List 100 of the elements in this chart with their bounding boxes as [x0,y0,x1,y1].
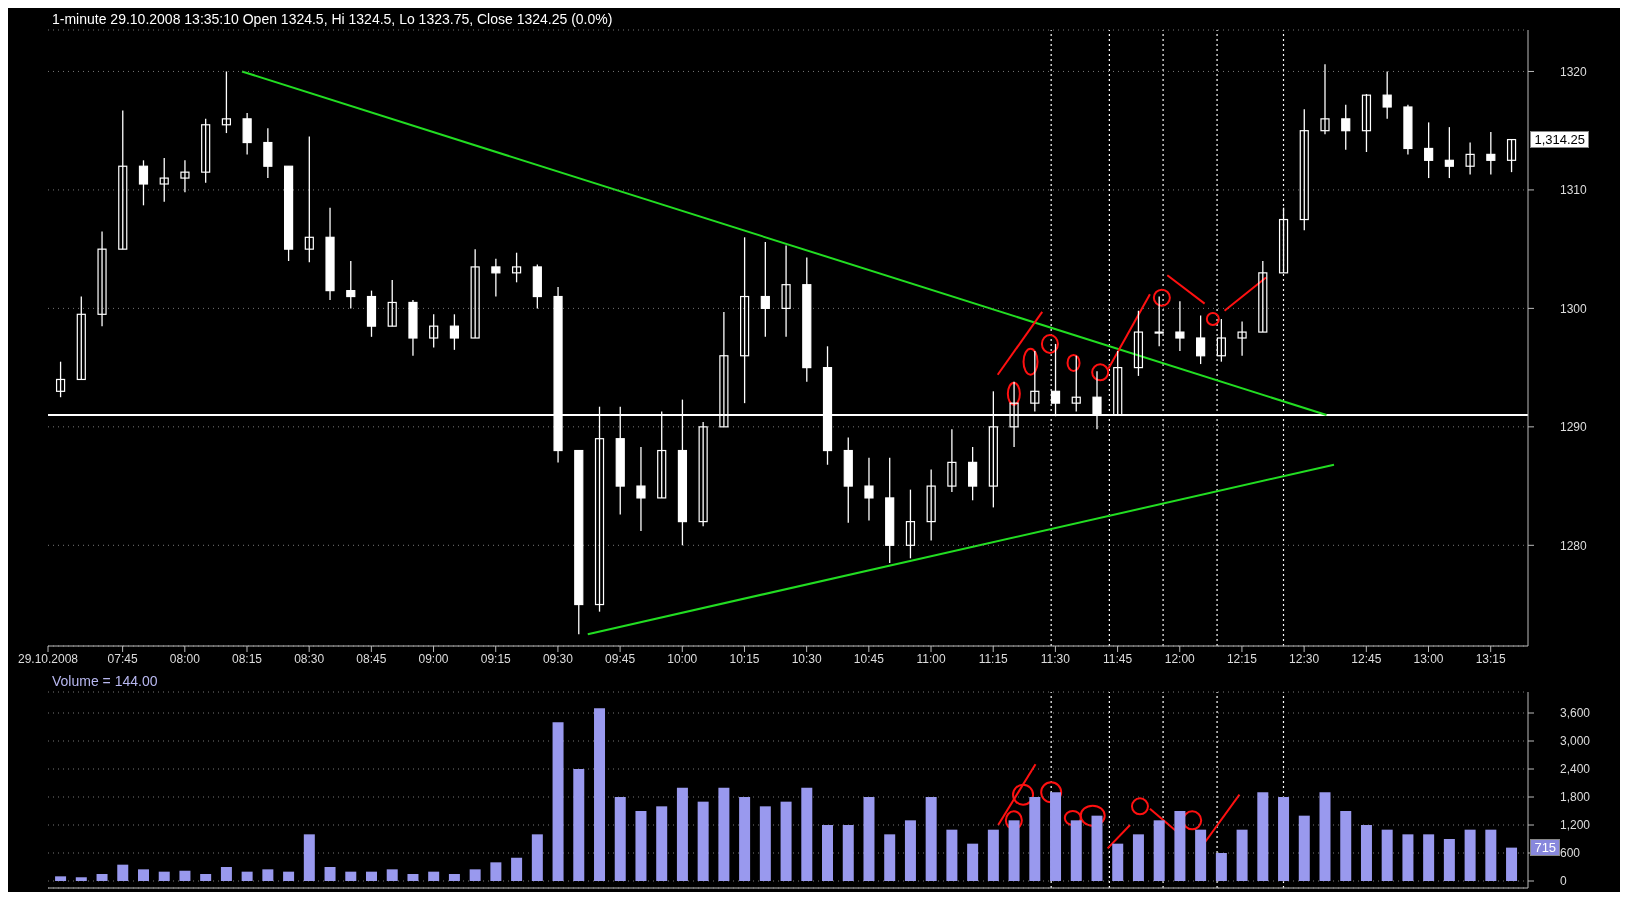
bar [200,874,212,881]
x-tick-label: 11:15 [978,651,1009,666]
candlestick [947,428,957,493]
bar [324,867,336,881]
bar [137,869,149,881]
bar [1423,834,1435,881]
candlestick [159,157,169,203]
candlestick [1196,314,1206,365]
x-tick-label: 11:30 [1040,651,1071,666]
bar [1319,792,1331,881]
candlestick [304,135,314,263]
bar [262,869,274,881]
y-tick-label: 3,600 [1560,706,1591,721]
y-tick-label: 1,800 [1560,790,1591,805]
y-tick-label: 1320 [1560,64,1588,79]
x-tick-label: 09:30 [542,651,574,666]
x-tick-label: 11:45 [1103,651,1133,666]
candlestick [470,248,480,339]
candlestick [698,421,708,527]
bar [967,843,979,881]
chart-title: 1-minute 29.10.2008 13:35:10 Open 1324.5, Hi 1324.5, Lo 1323.75, Close 1324.25 (0.0%) [52,11,613,27]
candlestick [138,159,149,206]
bar [179,870,191,881]
candlestick [511,252,522,283]
bar [490,862,502,881]
bar [117,864,129,881]
candlestick [1030,350,1040,413]
x-tick-label: 10:00 [667,651,698,666]
bar [904,820,916,881]
candlestick [491,257,501,298]
x-tick-label: 09:00 [418,651,449,666]
candlestick [1299,108,1309,231]
bar [55,876,67,881]
bar [987,829,999,881]
bar [531,834,543,881]
bar [1402,834,1414,881]
candlestick [781,244,791,338]
bar [158,871,170,881]
candlestick [926,468,936,542]
bar [1360,825,1372,881]
candlestick [1175,300,1185,352]
bar [697,801,709,881]
candlestick [449,313,460,351]
y-tick-label: 2,400 [1560,762,1591,777]
candlestick [201,118,211,184]
bar [573,769,585,881]
y-tick-label: 0 [1560,874,1567,889]
candlestick [1465,141,1475,176]
x-tick-label: 12:15 [1226,651,1258,666]
bar [1485,829,1497,881]
bar [1132,834,1144,881]
y-tick-label: 600 [1560,846,1581,861]
annotation: 1,314.25 [1530,130,1590,148]
y-tick-label: 1310 [1560,183,1588,198]
candlestick [55,361,66,398]
bar [303,834,315,881]
bar [801,787,813,881]
bar [1381,829,1393,881]
x-tick-label: 10:15 [729,651,760,666]
bar [1340,811,1352,881]
candlestick [242,112,252,156]
x-tick-label: 13:00 [1413,651,1444,666]
bar [1443,839,1455,881]
bar [96,874,108,881]
x-tick-label: 08:15 [231,651,263,666]
bar [739,797,751,881]
bar [1236,829,1248,881]
bar [220,867,232,881]
bar [366,871,377,881]
bar [925,797,937,881]
candlestick [760,241,770,338]
x-tick-label: 08:00 [169,651,201,666]
x-tick-label: 12:00 [1164,651,1196,666]
bar [1174,811,1186,881]
bar [780,801,792,881]
candlestick [1444,126,1454,179]
bar [1050,792,1062,881]
x-tick-label: 08:45 [356,651,387,666]
candlestick [346,260,356,310]
x-tick-label: 12:45 [1351,651,1382,666]
candlestick [1071,355,1081,413]
bar [1506,847,1518,881]
y-tick-label: 1,200 [1560,818,1591,833]
candlestick [180,159,190,193]
bar [407,874,419,881]
bar [884,834,896,881]
y-tick-label: 1290 [1560,420,1588,435]
bar [946,829,958,881]
candlestick [97,230,107,327]
annotation: 715 [1530,838,1561,856]
candlestick [968,446,978,501]
bar [676,787,688,881]
bar [1464,829,1476,881]
y-tick-label: 1280 [1560,538,1588,553]
candlestick [387,279,397,327]
x-tick-label: 29.10.2008 [17,651,79,666]
y-tick-label: 3,000 [1560,734,1591,749]
bar [1112,843,1124,881]
bar [656,806,668,881]
candlestick [221,70,232,134]
